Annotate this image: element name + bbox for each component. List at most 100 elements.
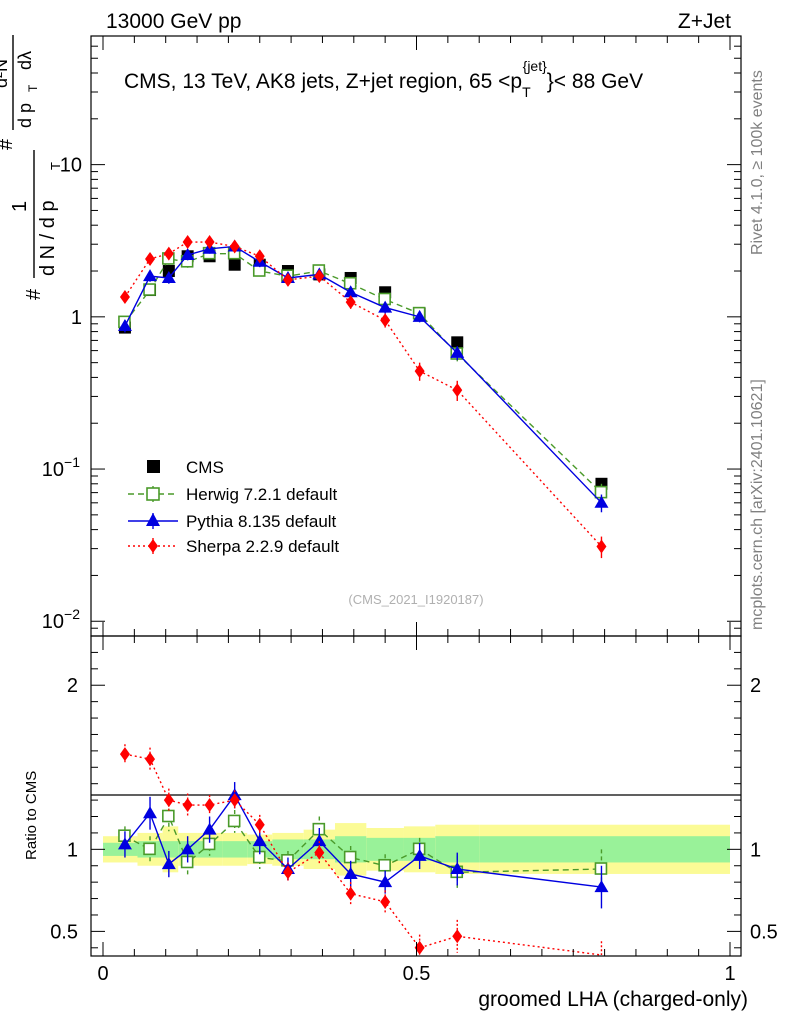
main-series-line — [124, 252, 602, 494]
ylabel-one: 1 — [9, 201, 31, 212]
ylabel-hash-1: # — [23, 288, 45, 300]
main-y-tick-label: 10−1 — [42, 454, 80, 481]
ratio-data-point — [378, 875, 393, 888]
main-series-0 — [118, 250, 608, 490]
ratio-band-green — [272, 839, 304, 860]
mcplots-label: mcplots.cern.ch [arXiv:2401.10621] — [749, 379, 766, 630]
main-series-3 — [119, 235, 607, 559]
analysis-tag: (CMS_2021_I1920187) — [348, 592, 483, 607]
legend-pythia-marker — [146, 513, 160, 526]
ratio-data-point — [162, 809, 175, 823]
header-left-label: 13000 GeV pp — [106, 10, 241, 33]
ratio-data-point — [117, 837, 132, 850]
main-axis-ticks: 10−2 10−1 1 10 — [42, 35, 741, 637]
ratio-y-tick-label-left: 1 — [67, 839, 78, 861]
ylabel-dn-dpt: d N / d p — [37, 200, 59, 276]
main-data-point — [182, 235, 193, 250]
x-tick-label: 0 — [97, 963, 108, 985]
header-right-label: Z+Jet — [678, 10, 731, 33]
ratio-data-point — [143, 842, 156, 856]
main-series-layer — [117, 235, 609, 559]
main-data-point — [145, 251, 156, 266]
ratio-y-tick-label-right: 0.5 — [750, 921, 778, 943]
ratio-data-point — [345, 886, 356, 901]
main-data-point — [596, 539, 607, 554]
legend: CMS Herwig 7.2.1 default Pythia 8.135 de… — [128, 458, 339, 556]
main-y-tick-label: 10−2 — [42, 606, 80, 633]
main-data-point — [380, 313, 391, 328]
ratio-data-point — [380, 894, 391, 909]
main-data-point — [143, 269, 158, 282]
main-data-point — [254, 249, 265, 264]
main-data-point — [414, 364, 425, 379]
x-tick-label: 1 — [724, 963, 735, 985]
plot-title-sup: {jet} — [523, 58, 547, 74]
ratio-axis-ticks: 0.5 0.5 1 1 2 2 0 0.5 1 — [50, 636, 778, 985]
ratio-data-point — [282, 865, 293, 880]
main-data-point — [314, 269, 325, 284]
ratio-data-point — [227, 814, 241, 828]
ylabel-t-sub-2: T — [26, 84, 40, 92]
ratio-data-point — [343, 866, 358, 879]
ylabel-d2n: d²N — [0, 59, 11, 88]
ylabel-hash-2: # — [0, 138, 17, 150]
ratio-data-point — [414, 940, 425, 955]
ylabel-t-sub-1: T — [48, 162, 63, 170]
ratio-series-layer — [117, 744, 609, 956]
main-data-point — [282, 272, 293, 287]
main-series-line — [124, 241, 602, 547]
ratio-data-point — [204, 798, 215, 813]
main-y-axis-label: # 1 d N / d p T # d²N d p T dλ — [0, 35, 63, 300]
ratio-band-green — [222, 841, 248, 858]
legend-cms-marker — [147, 460, 160, 473]
ratio-y-tick-label-right: 1 — [750, 839, 761, 861]
ratio-y-tick-label-left: 0.5 — [50, 921, 78, 943]
ratio-series-2 — [119, 744, 603, 956]
rivet-version-label: Rivet 4.1.0, ≥ 100k events — [749, 70, 766, 255]
ratio-data-point — [182, 798, 193, 813]
ratio-data-point — [229, 793, 240, 808]
main-data-point — [204, 235, 215, 250]
main-data-point — [343, 285, 358, 298]
ratio-data-point — [314, 845, 325, 860]
main-y-tick-label: 1 — [71, 307, 82, 329]
main-series-line — [124, 245, 602, 504]
ylabel-dpt: d p — [15, 103, 35, 128]
main-data-point — [163, 246, 174, 261]
main-y-tick-label: 10 — [60, 155, 82, 177]
ratio-data-point — [594, 880, 609, 893]
main-data-point — [412, 309, 427, 322]
main-data-point — [450, 345, 465, 358]
main-data-point — [180, 247, 195, 260]
main-panel: 10−2 10−1 1 10 — [42, 35, 742, 637]
ratio-data-point — [143, 806, 158, 819]
plot-title-sub: T — [522, 84, 531, 100]
legend-herwig-marker — [146, 487, 160, 501]
ratio-data-point — [180, 842, 195, 855]
ratio-panel: 0.5 0.5 1 1 2 2 0 0.5 1 — [50, 635, 778, 985]
ratio-y-axis-label: Ratio to CMS — [23, 771, 40, 860]
main-data-point — [594, 495, 609, 508]
ratio-band-green — [162, 841, 179, 858]
main-data-point — [119, 289, 130, 304]
ratio-data-point — [312, 834, 327, 847]
plot-title-main: CMS, 13 TeV, AK8 jets, Z+jet region, 65 … — [124, 70, 522, 93]
main-data-point — [378, 300, 393, 313]
main-data-point — [161, 270, 176, 283]
main-data-point — [229, 239, 240, 254]
ratio-data-point — [252, 834, 267, 847]
plot-title-tail: }< 88 GeV — [547, 70, 643, 93]
ratio-data-point — [452, 929, 463, 944]
legend-pythia-label: Pythia 8.135 default — [186, 512, 337, 531]
x-axis-label: groomed LHA (charged-only) — [478, 988, 748, 1011]
ylabel-dlambda: dλ — [15, 51, 35, 70]
plot-title: CMS, 13 TeV, AK8 jets, Z+jet region, 65 … — [124, 58, 643, 100]
legend-cms-label: CMS — [186, 458, 224, 477]
ratio-data-point — [163, 793, 174, 808]
ratio-data-point — [119, 747, 130, 762]
x-tick-label: 0.5 — [403, 963, 431, 985]
ratio-y-tick-label-left: 2 — [67, 675, 78, 697]
main-data-point — [452, 383, 463, 398]
legend-sherpa-label: Sherpa 2.2.9 default — [186, 537, 339, 556]
